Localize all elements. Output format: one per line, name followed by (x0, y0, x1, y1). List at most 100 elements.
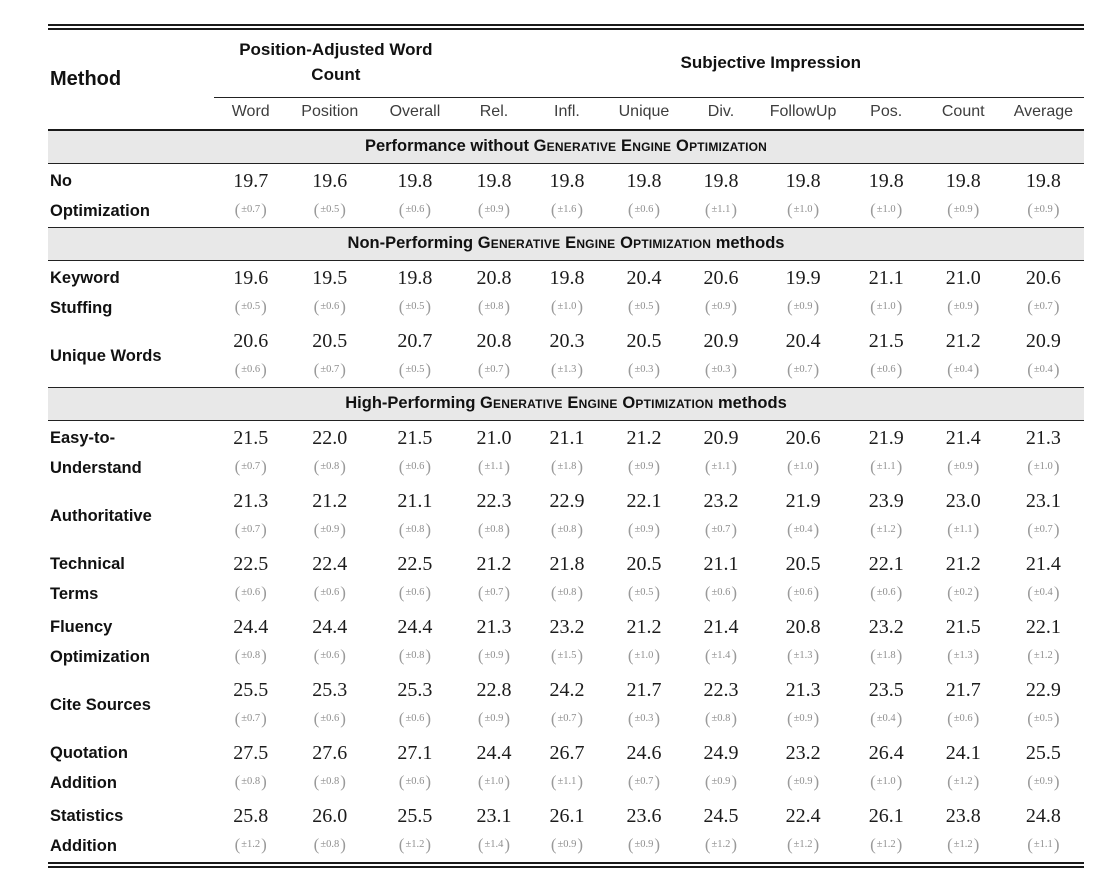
section-title-prefix: Non-Performing (347, 233, 478, 252)
close-paren: ) (504, 583, 511, 602)
error-value: ±0.9 (1033, 204, 1053, 215)
score-value: 21.1 (868, 267, 904, 289)
score-value: 19.8 (549, 170, 585, 192)
open-paren: ( (947, 583, 953, 602)
score-value: 22.1 (868, 553, 904, 575)
score-cell: 19.8 (±0.6) (372, 164, 457, 228)
open-paren: ( (477, 457, 484, 476)
score-error: (±0.6) (924, 706, 1003, 735)
open-paren: ( (947, 520, 953, 539)
close-paren: ) (654, 457, 661, 476)
score-value: 27.6 (312, 742, 348, 764)
method-name-line: Stuffing (50, 298, 113, 317)
error-value: ±0.7 (1033, 301, 1053, 312)
error-value: ±0.9 (484, 204, 504, 215)
section-title: High-Performing Generative Engine Optimi… (48, 387, 1084, 421)
method-name-line: Understand (50, 458, 142, 477)
score-cell: 22.4 (±1.2) (757, 799, 848, 862)
score-error: (±1.6) (530, 197, 603, 226)
column-header-div: Div. (684, 97, 758, 131)
open-paren: ( (870, 297, 876, 316)
open-paren: ( (398, 360, 405, 379)
score-error: (±0.9) (924, 454, 1003, 483)
score-value: 20.9 (703, 330, 739, 352)
score-value: 21.4 (703, 616, 739, 638)
error-value: ±0.8 (557, 524, 577, 535)
score-cell: 21.4 (±0.9) (924, 421, 1003, 485)
open-paren: ( (477, 520, 484, 539)
column-header-unique: Unique (603, 97, 685, 131)
score-value: 19.8 (626, 170, 662, 192)
score-value: 22.9 (1025, 679, 1061, 701)
score-error: (±0.3) (685, 357, 758, 386)
error-value: ±0.9 (634, 461, 654, 472)
score-value: 25.8 (233, 805, 269, 827)
column-header-overall: Overall (372, 97, 458, 131)
score-error: (±1.2) (849, 832, 924, 861)
error-value: ±0.9 (793, 776, 813, 787)
score-value: 22.5 (233, 553, 269, 575)
open-paren: ( (704, 709, 711, 728)
open-paren: ( (234, 520, 241, 539)
error-value: ±1.2 (876, 524, 896, 535)
score-value: 20.9 (703, 427, 739, 449)
score-value: 21.7 (626, 679, 662, 701)
error-value: ±0.6 (405, 461, 425, 472)
method-name-line: No (50, 171, 72, 190)
close-paren: ) (654, 520, 661, 539)
score-error: (±1.1) (685, 197, 758, 226)
close-paren: ) (973, 709, 980, 728)
score-error: (±0.6) (287, 643, 372, 672)
score-value: 22.9 (549, 490, 585, 512)
method-name-line: Quotation (50, 743, 128, 762)
score-cell: 22.5 (±0.6) (214, 547, 287, 610)
score-error: (±1.2) (757, 832, 848, 861)
error-value: ±0.4 (1033, 364, 1053, 375)
close-paren: ) (1053, 457, 1060, 476)
close-paren: ) (261, 835, 267, 854)
score-error: (±1.2) (372, 832, 457, 861)
score-value: 24.8 (1025, 805, 1061, 827)
error-value: ±0.2 (953, 587, 973, 598)
score-value: 20.6 (1025, 267, 1061, 289)
open-paren: ( (398, 835, 405, 854)
score-value: 21.4 (1025, 553, 1061, 575)
close-paren: ) (731, 835, 738, 854)
open-paren: ( (313, 520, 320, 539)
score-cell: 21.1 (±0.6) (685, 547, 758, 610)
close-paren: ) (813, 835, 820, 854)
score-cell: 21.3 (±0.7) (214, 484, 287, 547)
score-value: 23.8 (945, 805, 981, 827)
error-value: ±0.8 (484, 524, 504, 535)
error-value: ±1.8 (876, 650, 896, 661)
error-value: ±1.1 (557, 776, 577, 787)
open-paren: ( (550, 520, 557, 539)
method-name: Technical Terms (48, 547, 214, 610)
close-paren: ) (973, 297, 980, 316)
open-paren: ( (870, 772, 876, 791)
method-name-line: Optimization (50, 201, 150, 220)
score-error: (±0.9) (457, 643, 530, 672)
score-value: 21.1 (703, 553, 739, 575)
score-value: 23.2 (868, 616, 904, 638)
open-paren: ( (870, 360, 876, 379)
score-error: (±0.9) (287, 517, 372, 546)
score-value: 22.3 (476, 490, 512, 512)
score-error: (±0.8) (287, 832, 372, 861)
score-cell: 20.7 (±0.5) (372, 324, 457, 388)
open-paren: ( (947, 646, 953, 665)
open-paren: ( (550, 709, 557, 728)
score-cell: 24.2 (±0.7) (530, 673, 603, 736)
close-paren: ) (896, 457, 903, 476)
score-value: 22.4 (312, 553, 348, 575)
open-paren: ( (1027, 835, 1033, 854)
close-paren: ) (504, 457, 511, 476)
close-paren: ) (1053, 835, 1060, 854)
open-paren: ( (1027, 583, 1033, 602)
error-value: ±0.8 (241, 776, 261, 787)
open-paren: ( (627, 835, 634, 854)
score-cell: 22.9 (±0.8) (530, 484, 603, 547)
close-paren: ) (425, 200, 432, 219)
close-paren: ) (261, 709, 267, 728)
error-value: ±1.8 (557, 461, 577, 472)
